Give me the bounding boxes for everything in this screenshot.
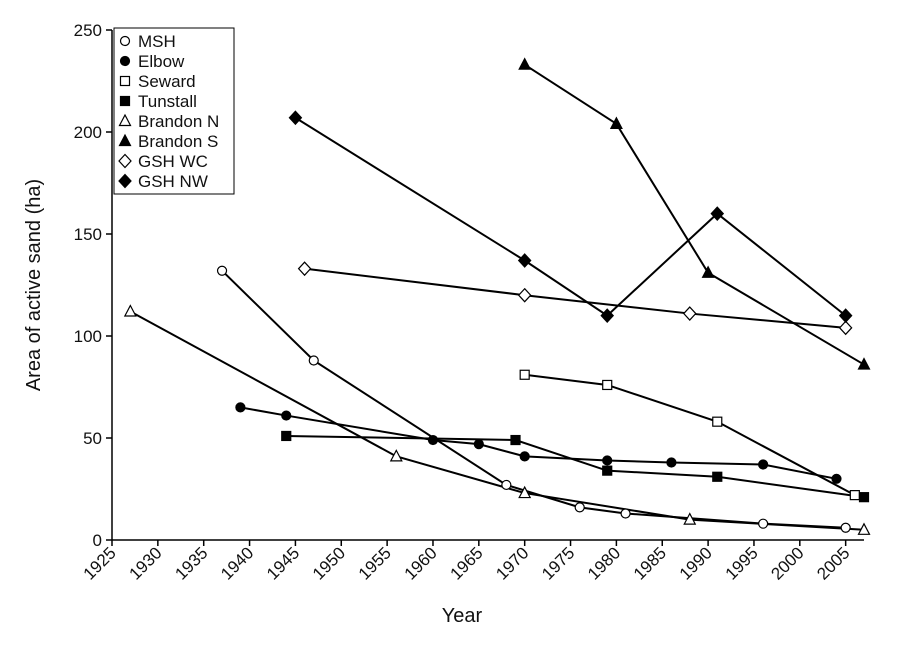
x-tick-label: 1995: [722, 543, 762, 583]
marker: [712, 416, 723, 427]
marker: [501, 479, 512, 491]
x-tick-label: 1955: [355, 543, 395, 583]
marker: [473, 439, 484, 450]
legend-label: Elbow: [138, 52, 185, 71]
legend-box: [113, 27, 235, 195]
marker: [297, 261, 312, 277]
marker: [857, 522, 871, 535]
legend-label: Brandon N: [138, 112, 219, 131]
legend-label: Brandon S: [138, 132, 218, 151]
marker: [288, 110, 303, 126]
series-line: [129, 310, 865, 531]
x-tick-label: 1980: [584, 543, 624, 583]
x-tick-label: 1975: [538, 543, 578, 583]
marker: [712, 471, 723, 482]
marker: [518, 57, 532, 70]
legend-marker: [118, 113, 132, 127]
x-tick-label: 1965: [446, 543, 486, 583]
marker: [609, 116, 623, 129]
marker: [602, 465, 613, 476]
marker: [838, 308, 853, 323]
legend-label: Tunstall: [138, 92, 197, 111]
x-tick-label: 1945: [263, 543, 303, 583]
legend-label: GSH NW: [138, 172, 208, 191]
x-tick-label: 1930: [125, 543, 165, 583]
marker: [123, 304, 137, 317]
x-tick-label: 1950: [309, 543, 349, 583]
x-axis-label: Year: [442, 605, 483, 627]
marker: [838, 320, 853, 336]
legend-marker: [119, 35, 131, 47]
legend-label: GSH WC: [138, 152, 208, 171]
legend-marker: [119, 95, 131, 107]
marker: [683, 512, 697, 525]
marker: [710, 206, 725, 221]
x-tick-label: 2005: [813, 543, 853, 583]
marker: [517, 253, 532, 268]
series-line: [240, 406, 837, 480]
marker: [831, 473, 842, 484]
legend-label: MSH: [138, 32, 176, 51]
marker: [857, 357, 871, 370]
marker: [682, 306, 697, 321]
marker: [600, 308, 615, 323]
marker: [519, 451, 530, 462]
marker: [602, 455, 613, 466]
legend-marker: [118, 133, 132, 147]
marker: [758, 459, 769, 470]
series-line: [524, 63, 865, 366]
y-tick-label: 50: [83, 429, 102, 448]
marker: [602, 379, 613, 391]
x-tick-label: 1985: [630, 543, 670, 583]
marker: [620, 508, 631, 519]
marker: [518, 485, 532, 499]
legend-marker: [119, 55, 131, 67]
x-tick-label: 2000: [767, 543, 807, 583]
marker: [666, 457, 677, 468]
marker: [519, 369, 530, 380]
y-tick-label: 250: [74, 21, 102, 40]
marker: [427, 434, 439, 446]
x-tick-label: 1940: [217, 543, 257, 583]
x-tick-label: 1960: [401, 543, 441, 583]
marker: [574, 502, 585, 513]
marker: [281, 430, 292, 442]
y-tick-label: 150: [74, 225, 102, 244]
x-tick-label: 1990: [676, 543, 716, 583]
marker: [216, 265, 228, 276]
marker: [308, 355, 319, 366]
marker: [281, 410, 292, 421]
legend-marker: [119, 75, 131, 87]
legend-label: Seward: [138, 72, 196, 91]
y-tick-label: 100: [74, 327, 102, 346]
marker: [840, 522, 851, 533]
y-tick-label: 200: [74, 123, 102, 142]
x-tick-label: 1935: [171, 543, 211, 583]
legend-marker: [118, 173, 132, 189]
series-line: [524, 373, 856, 497]
y-tick-label: 0: [93, 531, 102, 550]
marker: [758, 518, 769, 529]
marker: [858, 492, 870, 503]
series-line: [304, 267, 846, 329]
series-line: [294, 116, 847, 317]
legend-marker: [118, 153, 132, 169]
marker: [701, 265, 715, 278]
y-axis-label: Area of active sand (ha): [23, 179, 45, 391]
x-tick-label: 1970: [492, 543, 532, 583]
x-tick-label: 1925: [80, 543, 120, 583]
marker: [849, 490, 860, 501]
marker: [235, 402, 246, 413]
marker: [389, 449, 403, 462]
marker: [510, 434, 521, 446]
marker: [517, 287, 532, 303]
series-line: [221, 270, 846, 529]
